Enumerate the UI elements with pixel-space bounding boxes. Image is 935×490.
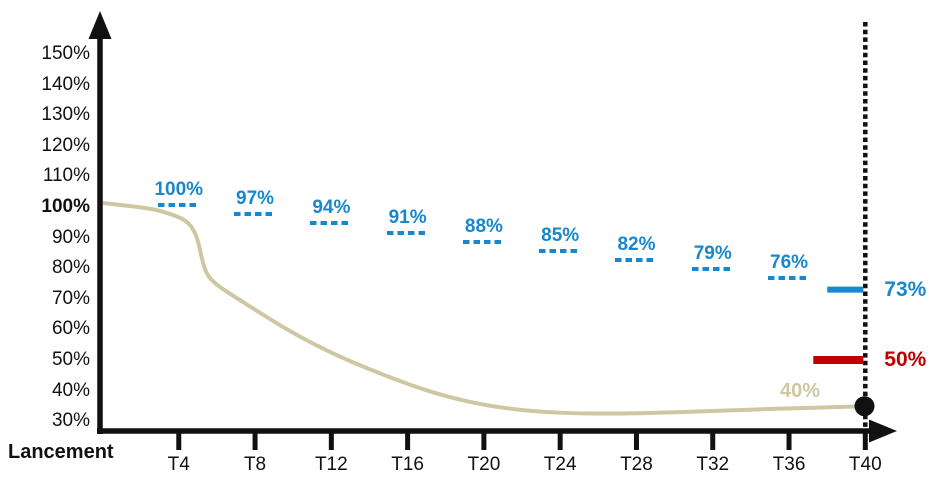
x-axis-arrow [869,419,897,443]
y-axis-arrow [88,11,112,39]
actual-curve [100,201,868,416]
curve-end-dot [854,396,875,417]
